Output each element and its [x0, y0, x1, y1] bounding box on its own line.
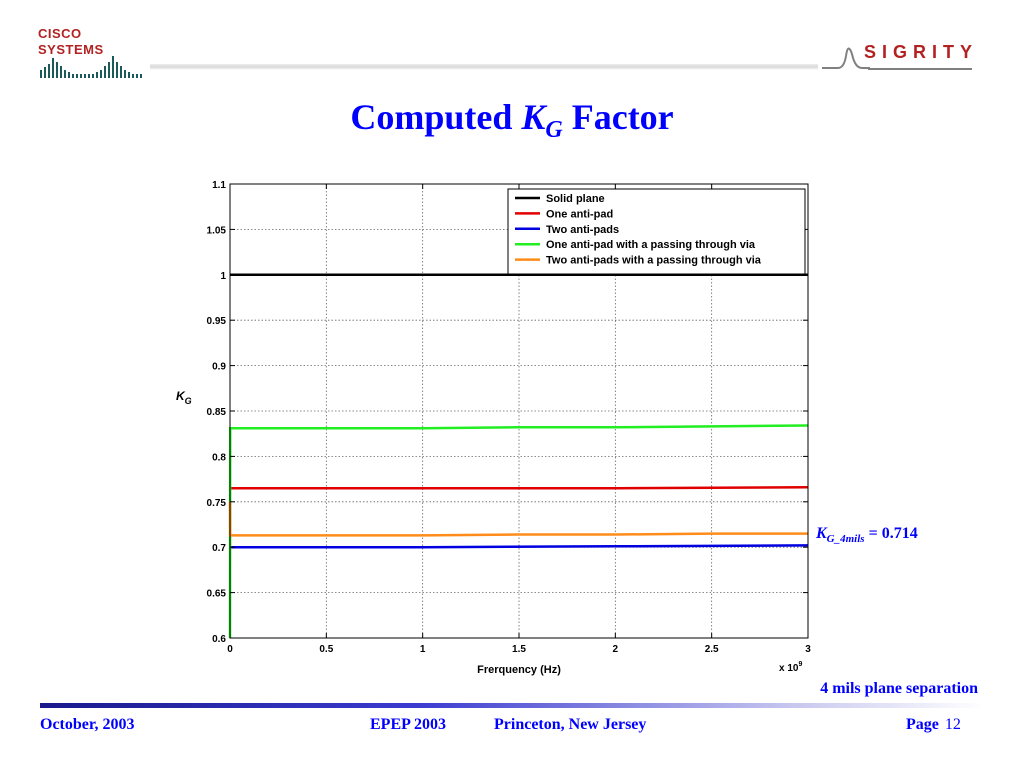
series-line-5 [228, 501, 808, 537]
legend-label: Two anti-pads [546, 224, 619, 236]
x-tick-label: 0 [227, 644, 233, 655]
legend-label: One anti-pad [546, 208, 613, 220]
footer-page-number: 12 [944, 716, 961, 733]
footer-rule [40, 703, 984, 708]
slide-title: Computed KG Factor [0, 96, 1024, 144]
series-line-4 [228, 424, 809, 639]
cisco-logo-text: Cisco Systems [38, 26, 104, 57]
x-tick-label: 0.5 [319, 644, 333, 655]
x-axis-label: Frerquency (Hz) [477, 664, 561, 676]
sigrity-logo: SIGRITY [822, 40, 982, 80]
annotation-subscript: G_4mils [826, 533, 865, 546]
series-line-3 [230, 544, 809, 549]
annotation-k: K [816, 525, 827, 542]
grid-layer [230, 184, 808, 638]
x-multiplier-exp: 9 [798, 661, 802, 668]
tick-layer: 0 0.5 1 1.5 2 2.5 3 0.6 0.65 0.7 0.75 0.8 0.85 0.9 0.9… [207, 180, 812, 655]
y-tick-label: 0.65 [207, 589, 227, 600]
footer-location: Princeton, New Jersey [494, 716, 647, 733]
y-tick-label: 0.85 [207, 407, 227, 418]
x-tick-label: 2.5 [705, 644, 719, 655]
annotation-value: = 0.714 [864, 525, 918, 542]
y-tick-label: 1.1 [212, 180, 226, 191]
kg-4mils-annotation: KG_4mils = 0.714 [816, 525, 918, 545]
x-multiplier: x 109 [779, 661, 802, 674]
series-layer [228, 273, 809, 639]
legend-label: Two anti-pads with a passing through via [546, 255, 762, 267]
x-tick-label: 2 [613, 644, 619, 655]
y-axis-label: KG [176, 389, 192, 406]
footer-page: Page 12 [906, 716, 961, 734]
legend-label: Solid plane [546, 193, 605, 205]
x-tick-label: 1 [420, 644, 426, 655]
y-tick-label: 0.6 [212, 634, 226, 645]
cisco-logo: Cisco Systems [38, 26, 148, 80]
y-tick-label: 0.9 [212, 362, 226, 373]
plane-separation-note: 4 mils plane separation [820, 680, 978, 697]
footer-page-label: Page [906, 716, 939, 733]
title-prefix: Computed [350, 97, 522, 137]
sigrity-wave-icon [822, 47, 870, 69]
title-suffix: Factor [562, 97, 674, 137]
sigrity-logo-text: SIGRITY [864, 42, 979, 62]
x-multiplier-base: x 10 [779, 663, 799, 674]
legend-box [507, 188, 806, 275]
title-k: K [521, 97, 546, 137]
y-tick-label: 1.05 [207, 225, 227, 236]
footer-conference: EPEP 2003 [370, 716, 447, 733]
y-tick-label: 0.8 [212, 452, 226, 463]
y-tick-label: 0.95 [207, 316, 227, 327]
legend: Solid plane One anti-pad Two anti-pads One … [507, 188, 806, 275]
title-subscript: G [545, 117, 563, 144]
y-tick-label: 0.75 [207, 498, 227, 509]
legend-label: One anti-pad with a passing through via [546, 239, 756, 251]
sigrity-underline [868, 68, 972, 70]
series-line-2 [230, 486, 809, 490]
y-axis-label-k: K [176, 389, 186, 403]
footer-date: October, 2003 [40, 716, 135, 733]
cisco-bars-icon [40, 56, 142, 78]
x-tick-label: 3 [805, 644, 811, 655]
x-tick-label: 1.5 [512, 644, 526, 655]
y-axis-label-sub: G [185, 396, 192, 406]
header-rule [150, 64, 818, 70]
y-tick-label: 0.7 [212, 543, 226, 554]
y-tick-label: 1 [220, 271, 226, 282]
